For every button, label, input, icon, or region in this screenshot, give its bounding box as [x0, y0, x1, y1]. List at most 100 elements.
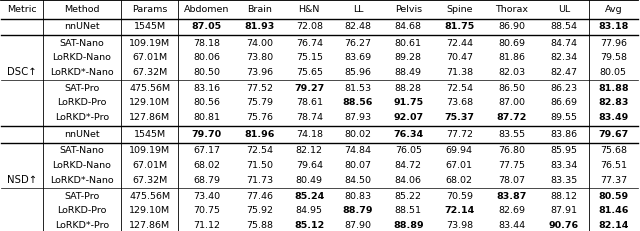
Text: 1545M: 1545M [134, 22, 166, 31]
Text: 83.69: 83.69 [344, 53, 372, 62]
Text: 83.18: 83.18 [598, 22, 628, 31]
Text: 79.58: 79.58 [600, 53, 627, 62]
Text: 69.94: 69.94 [446, 146, 473, 155]
Text: 91.75: 91.75 [393, 98, 423, 107]
Text: 76.51: 76.51 [600, 161, 627, 170]
Text: 72.54: 72.54 [246, 146, 273, 155]
Text: 77.75: 77.75 [498, 161, 525, 170]
Text: 80.02: 80.02 [344, 130, 371, 139]
Text: 81.46: 81.46 [598, 206, 628, 215]
Text: 80.07: 80.07 [344, 161, 371, 170]
Text: 70.59: 70.59 [446, 191, 473, 201]
Text: Method: Method [64, 5, 100, 14]
Text: 82.69: 82.69 [498, 206, 525, 215]
Text: 76.74: 76.74 [296, 39, 323, 48]
Text: LoRKD-Nano: LoRKD-Nano [52, 161, 111, 170]
Text: 78.07: 78.07 [498, 176, 525, 185]
Text: LoRKD*-Pro: LoRKD*-Pro [55, 113, 109, 122]
Text: 72.54: 72.54 [446, 84, 473, 93]
Text: 81.96: 81.96 [244, 130, 275, 139]
Text: UL: UL [557, 5, 570, 14]
Text: 68.02: 68.02 [193, 161, 220, 170]
Text: 82.03: 82.03 [498, 68, 525, 77]
Text: 82.47: 82.47 [550, 68, 577, 77]
Text: 77.46: 77.46 [246, 191, 273, 201]
Text: 72.44: 72.44 [446, 39, 473, 48]
Text: 86.50: 86.50 [498, 84, 525, 93]
Text: 85.96: 85.96 [344, 68, 371, 77]
Text: 88.56: 88.56 [343, 98, 373, 107]
Text: 127.86M: 127.86M [129, 113, 170, 122]
Text: NSD↑: NSD↑ [7, 175, 37, 185]
Text: 83.35: 83.35 [550, 176, 577, 185]
Text: 83.16: 83.16 [193, 84, 220, 93]
Text: 86.90: 86.90 [498, 22, 525, 31]
Text: 85.12: 85.12 [294, 221, 324, 230]
Text: 77.37: 77.37 [600, 176, 627, 185]
Text: 77.72: 77.72 [446, 130, 473, 139]
Text: 76.34: 76.34 [393, 130, 423, 139]
Text: 78.61: 78.61 [296, 98, 323, 107]
Text: 80.05: 80.05 [600, 68, 627, 77]
Text: SAT-Nano: SAT-Nano [60, 39, 104, 48]
Text: 75.79: 75.79 [246, 98, 273, 107]
Text: 73.40: 73.40 [193, 191, 220, 201]
Text: 83.55: 83.55 [498, 130, 525, 139]
Text: LoRKD*-Nano: LoRKD*-Nano [50, 176, 114, 185]
Text: 84.95: 84.95 [296, 206, 323, 215]
Text: 73.80: 73.80 [246, 53, 273, 62]
Text: Thorax: Thorax [495, 5, 528, 14]
Text: 87.93: 87.93 [344, 113, 372, 122]
Text: 83.49: 83.49 [598, 113, 628, 122]
Text: 80.56: 80.56 [193, 98, 220, 107]
Text: 80.83: 80.83 [344, 191, 372, 201]
Text: 88.28: 88.28 [395, 84, 422, 93]
Text: 80.69: 80.69 [498, 39, 525, 48]
Text: 80.06: 80.06 [193, 53, 220, 62]
Text: 74.18: 74.18 [296, 130, 323, 139]
Text: 72.08: 72.08 [296, 22, 323, 31]
Text: 79.64: 79.64 [296, 161, 323, 170]
Text: 67.01M: 67.01M [132, 161, 167, 170]
Text: 81.93: 81.93 [244, 22, 275, 31]
Text: 75.68: 75.68 [600, 146, 627, 155]
Text: 109.19M: 109.19M [129, 146, 170, 155]
Text: 74.84: 74.84 [344, 146, 371, 155]
Text: 73.98: 73.98 [446, 221, 473, 230]
Text: 75.92: 75.92 [246, 206, 273, 215]
Text: 81.86: 81.86 [498, 53, 525, 62]
Text: 86.69: 86.69 [550, 98, 577, 107]
Text: 81.53: 81.53 [344, 84, 372, 93]
Text: LoRKD-Pro: LoRKD-Pro [57, 206, 107, 215]
Text: 87.05: 87.05 [192, 22, 222, 31]
Text: 74.00: 74.00 [246, 39, 273, 48]
Text: LoRKD*-Nano: LoRKD*-Nano [50, 68, 114, 77]
Text: 68.79: 68.79 [193, 176, 220, 185]
Text: 84.68: 84.68 [395, 22, 422, 31]
Text: LL: LL [353, 5, 364, 14]
Text: 80.49: 80.49 [296, 176, 323, 185]
Text: SAT-Pro: SAT-Pro [64, 84, 99, 93]
Text: 71.50: 71.50 [246, 161, 273, 170]
Text: 87.90: 87.90 [344, 221, 371, 230]
Text: 88.12: 88.12 [550, 191, 577, 201]
Text: 73.96: 73.96 [246, 68, 273, 77]
Text: 78.74: 78.74 [296, 113, 323, 122]
Text: 79.27: 79.27 [294, 84, 324, 93]
Text: 82.14: 82.14 [598, 221, 628, 230]
Text: Brain: Brain [248, 5, 272, 14]
Text: Spine: Spine [446, 5, 472, 14]
Text: 89.28: 89.28 [395, 53, 422, 62]
Text: DSC↑: DSC↑ [7, 67, 37, 77]
Text: 80.61: 80.61 [395, 39, 422, 48]
Text: 72.14: 72.14 [444, 206, 474, 215]
Text: 76.80: 76.80 [498, 146, 525, 155]
Text: 78.18: 78.18 [193, 39, 220, 48]
Text: 85.95: 85.95 [550, 146, 577, 155]
Text: H&N: H&N [299, 5, 320, 14]
Text: 67.17: 67.17 [193, 146, 220, 155]
Text: 70.47: 70.47 [446, 53, 473, 62]
Text: 67.32M: 67.32M [132, 68, 167, 77]
Text: SAT-Nano: SAT-Nano [60, 146, 104, 155]
Text: 75.88: 75.88 [246, 221, 273, 230]
